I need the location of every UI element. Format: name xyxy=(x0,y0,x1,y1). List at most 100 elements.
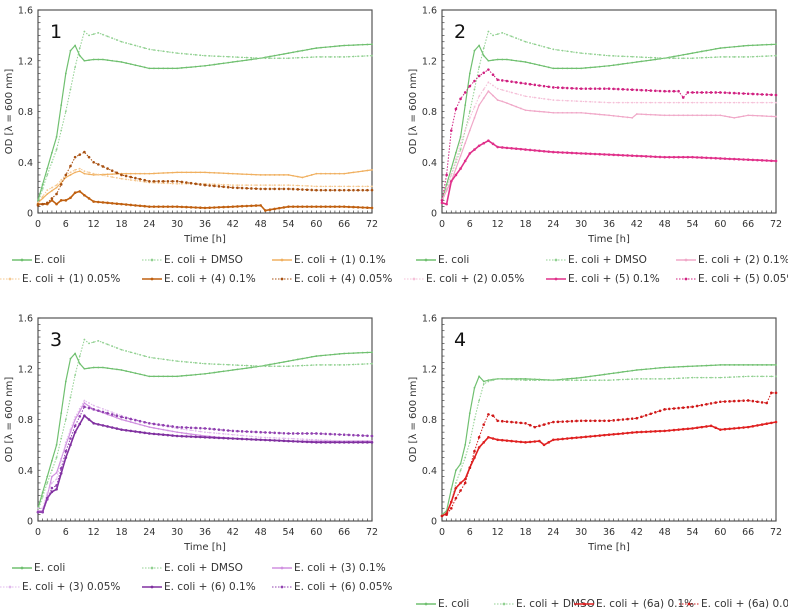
x-tick-label: 30 xyxy=(575,527,587,538)
data-point xyxy=(180,182,183,185)
data-point xyxy=(673,101,675,104)
data-point xyxy=(134,418,137,422)
data-point xyxy=(236,205,239,208)
data-point xyxy=(315,441,318,444)
data-point xyxy=(640,60,643,63)
data-point xyxy=(305,188,309,192)
data-point xyxy=(106,173,109,176)
data-point xyxy=(310,48,313,50)
data-point xyxy=(208,431,211,434)
data-point xyxy=(259,174,262,176)
data-point xyxy=(213,371,216,374)
data-point xyxy=(622,101,624,104)
data-point xyxy=(691,101,694,104)
data-point xyxy=(519,440,523,444)
data-point xyxy=(134,176,137,180)
data-point xyxy=(533,83,537,87)
data-point xyxy=(254,204,258,207)
data-point xyxy=(561,86,564,90)
data-point xyxy=(301,188,304,191)
data-point xyxy=(231,429,235,433)
data-point xyxy=(78,415,82,418)
data-point xyxy=(255,184,257,186)
data-point xyxy=(194,171,197,174)
data-point xyxy=(635,430,639,434)
x-tick-label: 24 xyxy=(547,527,559,538)
data-point xyxy=(83,150,86,154)
data-point xyxy=(543,379,545,382)
data-point xyxy=(171,171,174,174)
data-point xyxy=(774,159,778,163)
data-point xyxy=(366,185,369,188)
data-point xyxy=(566,111,569,114)
data-point xyxy=(208,184,211,187)
data-point xyxy=(273,439,276,442)
data-point xyxy=(259,187,262,191)
data-point xyxy=(153,375,155,378)
x-axis-label: Time [h] xyxy=(183,542,226,553)
data-point xyxy=(236,437,239,441)
data-point xyxy=(594,101,596,103)
legend-label: E. coli + (3) 0.05% xyxy=(22,581,121,593)
data-point xyxy=(129,172,132,175)
data-point xyxy=(594,379,596,382)
data-point xyxy=(775,375,777,378)
data-point xyxy=(622,378,624,381)
data-point xyxy=(356,441,360,444)
y-tick-label: 1.2 xyxy=(18,56,33,67)
x-tick-label: 0 xyxy=(35,219,41,230)
data-point xyxy=(88,173,90,176)
data-point xyxy=(760,401,764,404)
data-point xyxy=(677,406,680,410)
data-point xyxy=(218,363,220,366)
data-point xyxy=(338,45,341,47)
data-point xyxy=(644,413,648,417)
data-point xyxy=(241,184,244,186)
data-point xyxy=(579,152,583,155)
data-point xyxy=(714,401,717,404)
data-point xyxy=(370,188,374,192)
data-point xyxy=(60,179,63,181)
data-point xyxy=(250,56,253,59)
data-point xyxy=(36,510,40,514)
panel-label: 2 xyxy=(454,21,466,43)
data-point xyxy=(203,435,207,439)
data-point xyxy=(501,89,504,91)
data-point xyxy=(584,379,587,382)
data-point xyxy=(547,111,550,114)
data-point xyxy=(366,169,369,172)
data-point xyxy=(570,151,574,155)
data-point xyxy=(78,190,82,193)
data-point xyxy=(148,205,151,208)
data-point xyxy=(199,54,202,57)
legend-swatch xyxy=(676,258,696,262)
data-point xyxy=(482,380,485,383)
data-point xyxy=(673,57,675,60)
data-point xyxy=(371,54,373,57)
data-point xyxy=(69,396,72,399)
data-point xyxy=(547,66,550,69)
data-point xyxy=(296,184,299,187)
data-point xyxy=(101,165,105,168)
data-point xyxy=(621,153,625,157)
data-point xyxy=(227,183,230,186)
data-point xyxy=(305,205,309,208)
data-point xyxy=(204,171,206,174)
data-point xyxy=(617,378,620,381)
data-point xyxy=(506,90,508,93)
data-point xyxy=(291,439,295,443)
data-point xyxy=(115,171,119,175)
data-point xyxy=(213,432,216,434)
data-point xyxy=(199,206,202,210)
data-point xyxy=(501,419,504,423)
data-point xyxy=(719,157,722,160)
data-point xyxy=(166,205,170,208)
data-point xyxy=(366,434,369,438)
data-point xyxy=(756,101,759,104)
series-3 xyxy=(441,90,777,202)
data-point xyxy=(710,376,712,379)
data-point xyxy=(473,79,476,83)
data-point xyxy=(612,419,615,422)
data-point xyxy=(501,438,504,442)
data-point xyxy=(756,375,759,378)
